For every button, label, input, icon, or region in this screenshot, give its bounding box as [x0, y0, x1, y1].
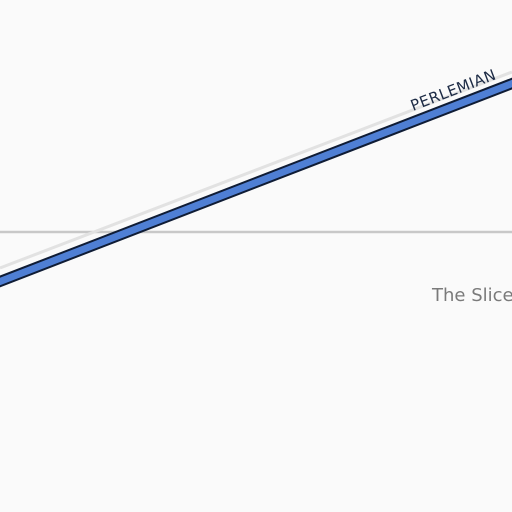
major-road[interactable] [0, 79, 512, 286]
place-label-the-slice[interactable]: The Slice [432, 285, 512, 306]
road-shadow [0, 70, 512, 270]
